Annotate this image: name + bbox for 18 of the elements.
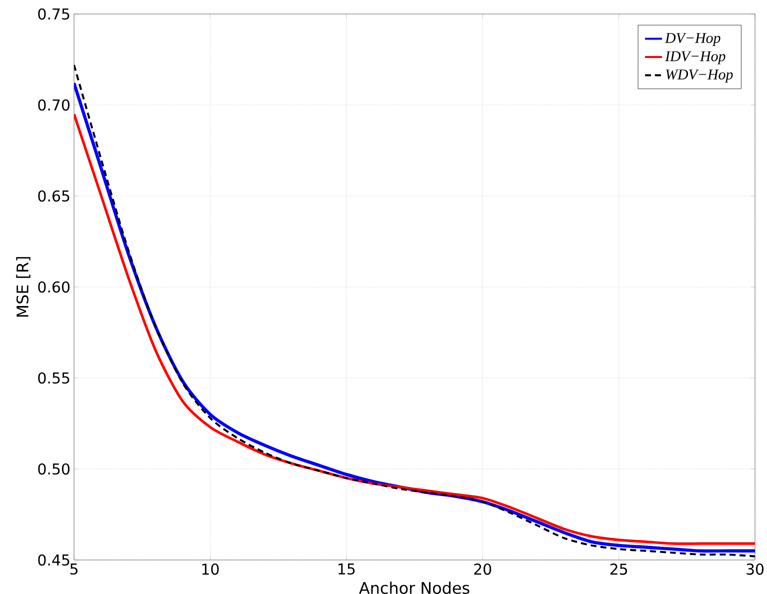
x-tick-label: 20 xyxy=(474,564,492,575)
x-tick-label: 5 xyxy=(70,564,78,575)
y-tick-label: 0.75 xyxy=(38,8,70,20)
x-axis-title: Anchor Nodes xyxy=(359,582,470,594)
y-tick-label: 0.50 xyxy=(38,463,70,475)
y-tick-label: 0.55 xyxy=(38,372,70,384)
x-tick-label: 30 xyxy=(746,564,764,575)
y-tick-label: 0.45 xyxy=(38,554,70,566)
x-tick-label: 25 xyxy=(610,564,628,575)
y-tick-label: 0.65 xyxy=(38,190,70,202)
legend-label: IDV−Hop xyxy=(664,51,726,64)
y-tick-label: 0.70 xyxy=(38,99,70,111)
x-tick-label: 10 xyxy=(202,564,219,575)
y-tick-label: 0.60 xyxy=(38,281,70,293)
legend-label: DV−Hop xyxy=(664,33,720,46)
legend-label: WDV−Hop xyxy=(666,70,733,83)
y-axis-title: MSE [R] xyxy=(16,257,30,317)
x-tick-label: 15 xyxy=(338,564,355,575)
